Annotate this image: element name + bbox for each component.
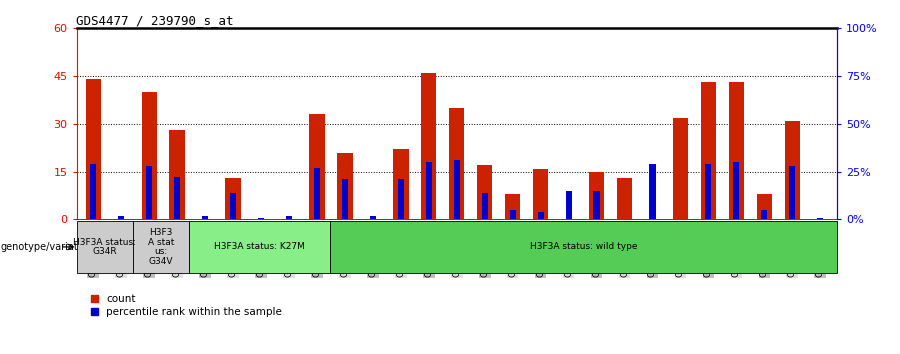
Bar bbox=[734, 162, 740, 219]
Bar bbox=[672, 118, 688, 219]
Bar bbox=[398, 179, 404, 219]
Bar bbox=[729, 82, 744, 219]
Bar bbox=[286, 216, 292, 219]
Bar bbox=[141, 92, 157, 219]
Bar bbox=[118, 216, 124, 219]
Bar bbox=[370, 216, 376, 219]
Bar bbox=[230, 193, 236, 219]
Bar bbox=[90, 164, 96, 219]
Bar bbox=[650, 164, 655, 219]
Bar bbox=[169, 130, 184, 219]
Bar bbox=[537, 212, 544, 219]
Bar bbox=[817, 218, 824, 219]
Bar bbox=[706, 164, 712, 219]
Bar bbox=[789, 166, 796, 219]
Bar bbox=[314, 168, 320, 219]
Bar bbox=[701, 82, 716, 219]
Bar bbox=[761, 210, 768, 219]
Bar bbox=[86, 79, 101, 219]
Bar bbox=[426, 162, 432, 219]
Bar bbox=[449, 108, 464, 219]
Bar bbox=[258, 218, 264, 219]
Bar bbox=[202, 216, 208, 219]
Text: GDS4477 / 239790_s_at: GDS4477 / 239790_s_at bbox=[76, 14, 234, 27]
Legend: count, percentile rank within the sample: count, percentile rank within the sample bbox=[91, 294, 283, 317]
Bar bbox=[482, 193, 488, 219]
Bar bbox=[593, 191, 599, 219]
Bar bbox=[616, 178, 632, 219]
Bar bbox=[174, 177, 180, 219]
Bar bbox=[393, 149, 409, 219]
Bar bbox=[454, 160, 460, 219]
Bar bbox=[146, 166, 152, 219]
Bar bbox=[505, 194, 520, 219]
Bar bbox=[565, 191, 572, 219]
Bar bbox=[509, 210, 516, 219]
Bar bbox=[785, 121, 800, 219]
Bar bbox=[338, 153, 353, 219]
Text: genotype/variation: genotype/variation bbox=[1, 242, 94, 252]
Text: H3F3A status: K27M: H3F3A status: K27M bbox=[214, 242, 305, 251]
Bar bbox=[757, 194, 772, 219]
Text: H3F3A status: wild type: H3F3A status: wild type bbox=[530, 242, 637, 251]
Bar bbox=[533, 169, 548, 219]
Bar bbox=[225, 178, 241, 219]
Text: H3F3A status:
G34R: H3F3A status: G34R bbox=[73, 238, 136, 256]
Bar bbox=[477, 165, 492, 219]
Bar bbox=[310, 114, 325, 219]
Text: H3F3
A stat
us:
G34V: H3F3 A stat us: G34V bbox=[148, 228, 175, 266]
Bar bbox=[421, 73, 436, 219]
Bar bbox=[589, 172, 604, 219]
Bar bbox=[342, 179, 348, 219]
